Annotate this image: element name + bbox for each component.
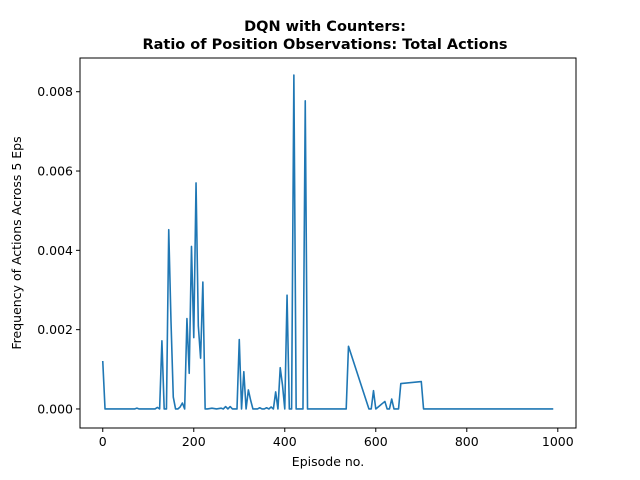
y-tick-label: 0.000 bbox=[37, 401, 73, 416]
x-tick-label: 400 bbox=[273, 434, 297, 449]
y-tick-label: 0.008 bbox=[37, 84, 73, 99]
y-tick-label: 0.006 bbox=[37, 164, 73, 179]
y-axis-label: Frequency of Actions Across 5 Eps bbox=[9, 136, 24, 349]
y-tick-label: 0.004 bbox=[37, 243, 73, 258]
x-tick-label: 200 bbox=[182, 434, 206, 449]
chart-title-line1: DQN with Counters: bbox=[244, 19, 406, 35]
data-layer bbox=[101, 74, 554, 410]
y-tick-label: 0.002 bbox=[37, 322, 73, 337]
series-line bbox=[101, 74, 554, 410]
x-tick-label: 600 bbox=[364, 434, 388, 449]
ticks-layer: 0 200 400 600 800 1000 0.000 0.002 0.004 0.006 0.0… bbox=[37, 84, 574, 449]
plot-frame bbox=[79, 57, 577, 429]
x-axis-label: Episode no. bbox=[292, 454, 364, 469]
x-tick-label: 1000 bbox=[542, 434, 574, 449]
chart-title-line2: Ratio of Position Observations: Total Ac… bbox=[142, 37, 507, 53]
x-tick-label: 800 bbox=[455, 434, 479, 449]
x-tick-label: 0 bbox=[99, 434, 107, 449]
